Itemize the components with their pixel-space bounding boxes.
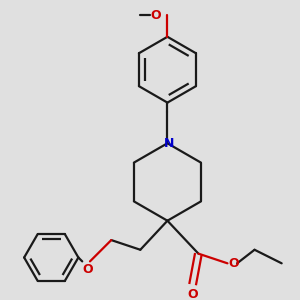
Text: N: N: [164, 137, 175, 150]
Text: O: O: [228, 257, 238, 270]
Text: O: O: [151, 9, 161, 22]
Text: O: O: [83, 262, 93, 276]
Text: O: O: [187, 288, 198, 300]
